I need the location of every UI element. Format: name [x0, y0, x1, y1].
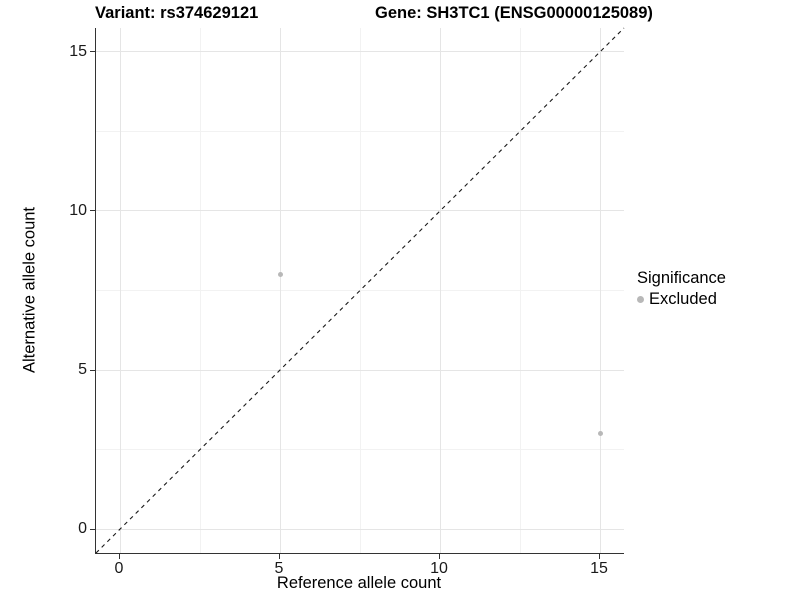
legend-point-icon	[637, 296, 644, 303]
identity-reference-line	[95, 27, 625, 554]
x-tick-mark	[598, 554, 600, 559]
x-tick-label: 15	[590, 560, 608, 577]
x-axis-title: Reference allele count	[276, 574, 442, 592]
plot-title-gene: Gene: SH3TC1 (ENSG00000125089)	[375, 4, 653, 22]
legend: Significance Excluded	[637, 269, 726, 309]
y-tick-mark	[90, 210, 95, 212]
x-tick-mark	[278, 554, 280, 559]
data-point	[277, 272, 283, 278]
gridline-major-vertical	[119, 28, 121, 553]
y-tick-label: 0	[78, 520, 87, 538]
legend-item-label: Excluded	[649, 290, 717, 308]
x-tick-label: 10	[430, 560, 448, 577]
gridline-major-vertical	[439, 28, 441, 553]
gridline-minor-horizontal	[96, 290, 624, 291]
y-axis-title: Alternative allele count	[20, 206, 39, 374]
y-tick-label: 10	[69, 201, 87, 219]
gridline-major-horizontal	[96, 369, 624, 371]
gridline-minor-horizontal	[96, 130, 624, 132]
gridline-major-vertical	[599, 28, 601, 553]
gridline-major-horizontal	[96, 210, 624, 212]
y-tick-label: 5	[78, 361, 87, 379]
gridline-major-vertical	[279, 28, 281, 553]
gridline-major-horizontal	[96, 51, 624, 53]
y-tick-mark	[90, 528, 95, 530]
x-tick-label: 0	[114, 560, 124, 577]
plot-panel	[95, 27, 625, 554]
gridline-minor-horizontal	[96, 449, 624, 451]
x-tick-label: 5	[274, 560, 284, 577]
x-tick-mark	[438, 554, 440, 559]
y-tick-mark	[90, 51, 95, 53]
legend-title: Significance	[637, 269, 726, 287]
y-tick-label: 15	[69, 42, 87, 60]
plot-title-variant: Variant: rs374629121	[95, 4, 259, 22]
y-tick-mark	[90, 369, 95, 371]
gridline-major-horizontal	[96, 528, 624, 530]
data-point	[597, 431, 603, 437]
x-tick-mark	[118, 554, 120, 559]
legend-item-excluded: Excluded	[637, 290, 726, 309]
